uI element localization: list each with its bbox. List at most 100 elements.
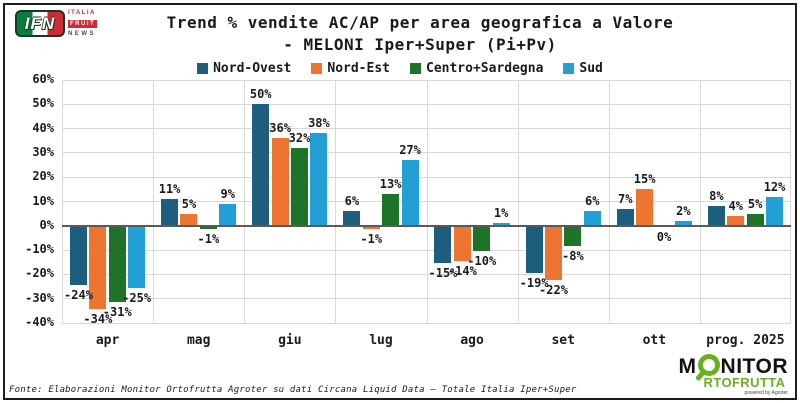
- bar: [180, 213, 198, 226]
- source-note: Fonte: Elaborazioni Monitor Ortofrutta A…: [9, 385, 577, 395]
- monitor-text-nitor: NITOR: [720, 355, 788, 378]
- x-axis-category-label: ott: [642, 333, 667, 348]
- monitor-ortofrutta-logo: M NITOR RTOFRUTTA powered by Agroter: [679, 354, 788, 396]
- bar: [89, 226, 107, 310]
- bar: [434, 226, 452, 264]
- gridline-vertical: [62, 80, 63, 323]
- zero-axis-line: [62, 224, 791, 227]
- bar: [108, 226, 126, 303]
- bar: [161, 199, 179, 226]
- legend-item: Sud: [563, 61, 603, 76]
- gridline-vertical: [699, 80, 701, 323]
- bar: [128, 226, 146, 288]
- bar: [252, 104, 270, 226]
- bar-value-label: 6%: [344, 194, 360, 209]
- legend-item: Centro+Sardegna: [410, 61, 543, 76]
- bar-value-label: -14%: [447, 263, 477, 278]
- gridline-vertical: [426, 80, 428, 323]
- plot-area: -24% -34% -31% -25% 11% 5% -1% 9% 50% 36% 32% 38% 6%…: [62, 79, 791, 327]
- gridline-horizontal: [62, 322, 791, 324]
- bar-value-label: 6%: [585, 194, 600, 209]
- y-axis-tick-label: -20%: [25, 266, 54, 281]
- bar-value-label: -10%: [467, 254, 497, 269]
- bar: [564, 226, 582, 247]
- bar: [382, 194, 400, 226]
- x-axis-category-label: prog. 2025: [706, 333, 785, 348]
- bar: [473, 226, 491, 252]
- y-axis-tick-label: 60%: [32, 72, 54, 86]
- bar-value-label: 11%: [158, 182, 181, 197]
- x-axis-category-label: giu: [278, 333, 302, 348]
- bar-value-label: 13%: [379, 177, 402, 192]
- ifn-news-label: NEWS: [68, 31, 96, 37]
- bar-value-label: 0%: [656, 229, 672, 244]
- bar: [401, 160, 419, 226]
- chart-title-line2: - MELONI Iper+Super (Pi+Pv): [283, 35, 557, 54]
- bar: [69, 226, 87, 286]
- bar-value-label: -8%: [562, 249, 584, 264]
- bar: [291, 148, 308, 226]
- y-axis-tick-label: 40%: [32, 120, 54, 135]
- bar-value-label: 15%: [633, 172, 656, 187]
- x-axis-category-label: set: [551, 333, 575, 348]
- y-axis-tick-label: -30%: [25, 290, 54, 305]
- bar: [674, 220, 692, 226]
- ifn-flag-icon: IFN: [15, 10, 65, 37]
- gridline-vertical: [790, 80, 791, 323]
- bar-value-label: -34%: [83, 312, 113, 327]
- ifn-logo: IFN ITALIA FRUIT NEWS: [15, 10, 98, 37]
- bar: [616, 208, 634, 226]
- monitor-powered-by: powered by Agroter: [744, 390, 788, 396]
- y-axis-tick-label: 30%: [32, 144, 54, 159]
- bar-value-label: -22%: [539, 283, 568, 298]
- legend: Nord-Ovest Nord-Est Centro+Sardegna Sud: [0, 61, 800, 76]
- x-axis-category-label: ago: [460, 333, 484, 348]
- bar-value-label: 2%: [676, 203, 691, 218]
- monitor-line1: M NITOR: [679, 354, 788, 378]
- bar-value-label: 1%: [493, 206, 509, 221]
- bar-value-label: 38%: [308, 116, 330, 131]
- y-axis-tick-label: -10%: [25, 242, 54, 257]
- bar-value-label: -15%: [428, 266, 458, 281]
- bar-value-label: -1%: [197, 232, 220, 247]
- gridline-vertical: [517, 80, 519, 323]
- bar-value-label: 5%: [747, 196, 763, 211]
- bar: [766, 196, 784, 226]
- y-axis-tick-label: -40%: [25, 315, 54, 329]
- bar: [727, 216, 745, 226]
- bar: [310, 133, 328, 226]
- bar-value-label: 7%: [617, 191, 633, 206]
- bar-value-label: -24%: [64, 288, 93, 303]
- legend-swatch: [311, 63, 323, 74]
- bar: [492, 223, 510, 226]
- bar: [707, 206, 725, 226]
- bar-value-label: 27%: [399, 143, 421, 158]
- bar: [219, 203, 237, 226]
- y-axis-tick-label: 10%: [32, 193, 54, 208]
- gridline-vertical: [153, 80, 155, 323]
- bar: [271, 138, 289, 226]
- bar-value-label: -31%: [102, 305, 132, 320]
- ifn-abbr: IFN: [24, 13, 56, 33]
- gridline-vertical: [335, 80, 337, 323]
- legend-label: Centro+Sardegna: [426, 61, 544, 76]
- bar-value-label: -1%: [360, 232, 383, 247]
- y-axis-tick-label: 50%: [32, 96, 54, 111]
- bar: [544, 226, 562, 281]
- bar: [199, 226, 217, 230]
- bar-value-label: 50%: [249, 87, 272, 102]
- x-axis-category-label: mag: [186, 333, 211, 348]
- bar-value-label: 9%: [220, 186, 235, 201]
- legend-label: Sud: [579, 61, 603, 76]
- bar: [453, 226, 471, 261]
- magnifier-icon: [697, 354, 720, 376]
- gridline-vertical: [608, 80, 610, 323]
- ifn-italia-label: ITALIA: [68, 10, 96, 16]
- legend-label: Nord-Est: [327, 61, 390, 76]
- legend-swatch: [197, 63, 209, 74]
- bar-value-label: -25%: [122, 290, 152, 305]
- bar: [525, 226, 543, 273]
- legend-item: Nord-Ovest: [197, 61, 291, 76]
- bar-value-label: 36%: [269, 121, 291, 136]
- gridline-vertical: [244, 80, 246, 323]
